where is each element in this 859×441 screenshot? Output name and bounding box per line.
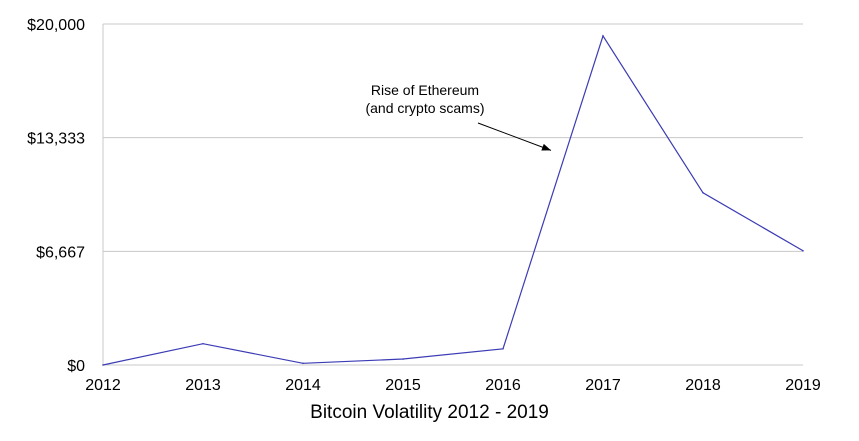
x-tick-label: 2016 (485, 377, 521, 394)
x-tick-label: 2019 (785, 377, 821, 394)
data-point (802, 249, 804, 252)
gridlines (102, 23, 803, 366)
y-tick-label: $20,000 (27, 17, 85, 34)
x-tick-label: 2018 (685, 377, 721, 394)
y-tick-label: $0 (67, 358, 85, 375)
annotation-line-1: Rise of Ethereum (371, 82, 479, 98)
annotation-line-2: (and crypto scams) (365, 100, 484, 116)
y-tick-label: $6,667 (36, 244, 85, 261)
data-point (302, 362, 304, 365)
chart-title: Bitcoin Volatility 2012 - 2019 (310, 402, 549, 423)
series-points (102, 35, 804, 366)
data-point (702, 191, 704, 194)
data-point (402, 358, 404, 360)
series-line (102, 34, 804, 366)
x-tick-label: 2015 (385, 377, 421, 394)
x-tick-label: 2012 (85, 377, 121, 394)
data-point (602, 35, 604, 37)
data-point (202, 342, 204, 345)
x-tick-label: 2017 (585, 377, 621, 394)
x-tick-label: 2013 (185, 377, 221, 394)
annotation: Rise of Ethereum (and crypto scams) (365, 82, 552, 151)
x-axis-ticks: 2012 2013 2014 2015 2016 2017 2018 2019 (85, 377, 821, 394)
data-point (502, 348, 504, 350)
annotation-arrowhead (541, 143, 551, 151)
y-axis-ticks: $0 $6,667 $13,333 $20,000 (27, 17, 85, 375)
y-tick-label: $13,333 (27, 131, 85, 148)
x-tick-label: 2014 (285, 377, 321, 394)
annotation-arrow (477, 122, 552, 151)
data-point (102, 364, 104, 366)
